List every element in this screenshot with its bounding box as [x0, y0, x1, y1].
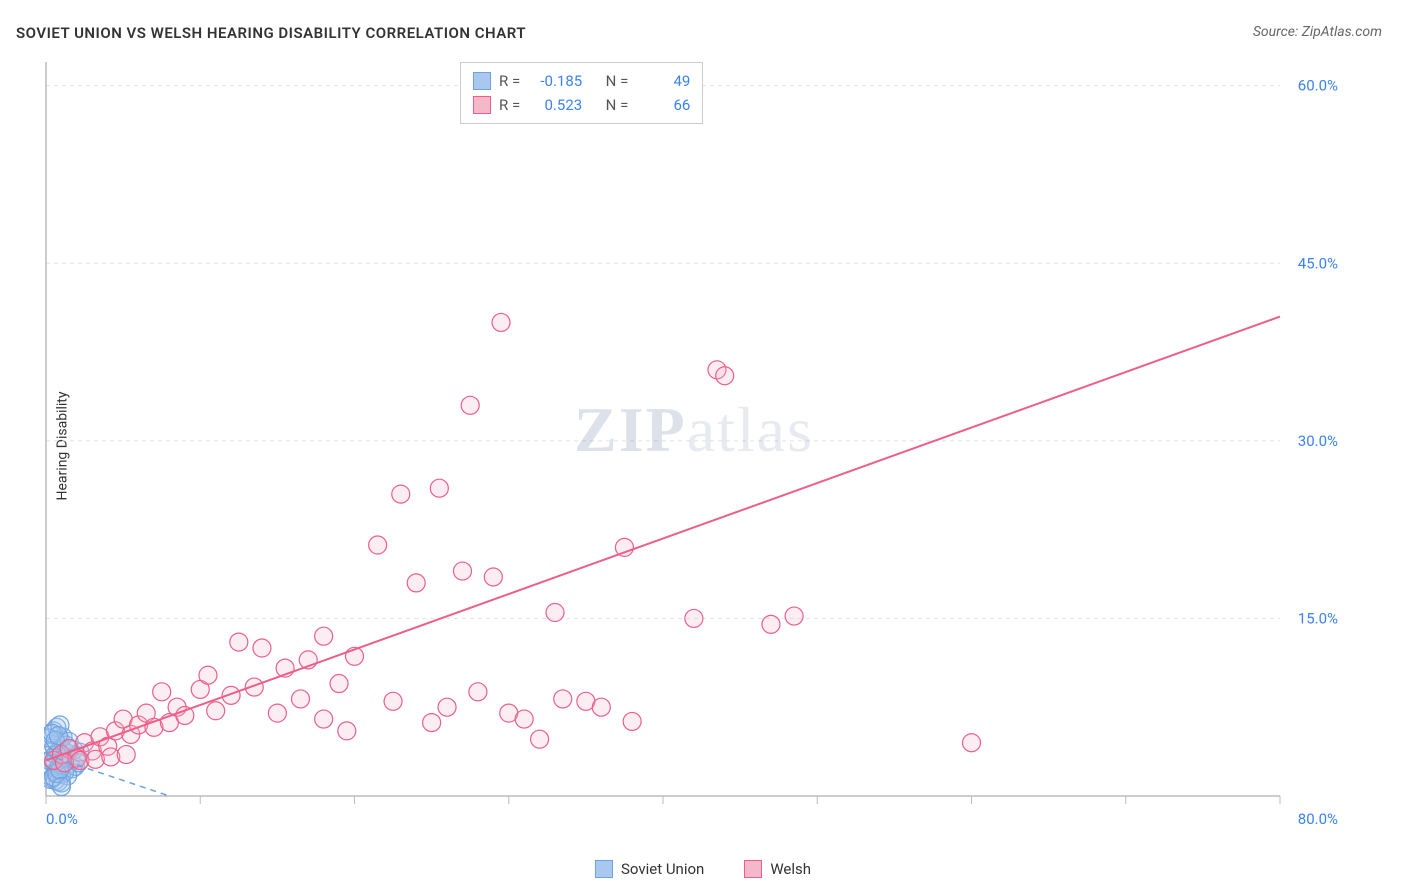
y-tick-label: 60.0%	[1298, 77, 1338, 95]
welsh-point	[453, 562, 471, 580]
welsh-point	[554, 690, 572, 708]
legend-item-soviet[interactable]: Soviet Union	[595, 860, 704, 878]
legend-label: Soviet Union	[621, 860, 704, 878]
welsh-point	[315, 627, 333, 645]
welsh-point	[469, 683, 487, 701]
legend-item-welsh[interactable]: Welsh	[744, 860, 811, 878]
stats-N-value: 66	[636, 93, 690, 117]
stats-N-value: 49	[636, 69, 690, 93]
welsh-point	[230, 633, 248, 651]
welsh-point	[330, 675, 348, 693]
source-attribution: Source: ZipAtlas.com	[1253, 24, 1382, 40]
welsh-regression-line	[46, 317, 1280, 761]
welsh-point	[716, 367, 734, 385]
welsh-point	[423, 714, 441, 732]
stats-N-label: N =	[606, 93, 629, 117]
series-legend: Soviet Union Welsh	[595, 860, 811, 878]
soviet-point	[52, 778, 70, 796]
stats-row-welsh: R = 0.523 N = 66	[473, 93, 690, 117]
welsh-point	[253, 639, 271, 657]
welsh-swatch-icon	[473, 96, 491, 114]
y-tick-label: 45.0%	[1298, 254, 1338, 272]
welsh-point	[484, 568, 502, 586]
welsh-point	[963, 734, 981, 752]
welsh-point	[430, 479, 448, 497]
welsh-point	[623, 712, 641, 730]
welsh-point	[762, 615, 780, 633]
x-tick-label: 80.0%	[1298, 810, 1338, 828]
y-tick-label: 30.0%	[1298, 432, 1338, 450]
welsh-point	[369, 536, 387, 554]
welsh-point	[492, 313, 510, 331]
welsh-point	[515, 710, 533, 728]
welsh-point	[268, 704, 286, 722]
welsh-point	[785, 607, 803, 625]
stats-N-label: N =	[606, 69, 629, 93]
stats-R-label: R =	[499, 69, 520, 93]
welsh-point	[117, 746, 135, 764]
welsh-point	[461, 396, 479, 414]
stats-R-value: 0.523	[528, 93, 582, 117]
welsh-point	[338, 722, 356, 740]
welsh-point	[438, 698, 456, 716]
welsh-point	[199, 666, 217, 684]
welsh-point	[685, 609, 703, 627]
welsh-point	[292, 690, 310, 708]
welsh-point	[315, 710, 333, 728]
welsh-point	[153, 683, 171, 701]
welsh-point	[546, 604, 564, 622]
welsh-point	[592, 698, 610, 716]
legend-label: Welsh	[770, 860, 811, 878]
x-tick-label: 0.0%	[46, 810, 78, 828]
stats-row-soviet: R = -0.185 N = 49	[473, 69, 690, 93]
welsh-swatch-icon	[744, 860, 762, 878]
welsh-point	[531, 730, 549, 748]
stats-legend-box: R = -0.185 N = 49 R = 0.523 N = 66	[460, 62, 703, 124]
welsh-point	[407, 574, 425, 592]
stats-R-label: R =	[499, 93, 520, 117]
chart-title: SOVIET UNION VS WELSH HEARING DISABILITY…	[16, 24, 526, 42]
welsh-point	[384, 692, 402, 710]
welsh-point	[392, 485, 410, 503]
y-tick-label: 15.0%	[1298, 609, 1338, 627]
scatter-chart: 15.0%30.0%45.0%60.0%0.0%80.0% ZIPatlas	[44, 60, 1344, 830]
soviet-swatch-icon	[595, 860, 613, 878]
welsh-point	[207, 702, 225, 720]
soviet-swatch-icon	[473, 72, 491, 90]
stats-R-value: -0.185	[528, 69, 582, 93]
